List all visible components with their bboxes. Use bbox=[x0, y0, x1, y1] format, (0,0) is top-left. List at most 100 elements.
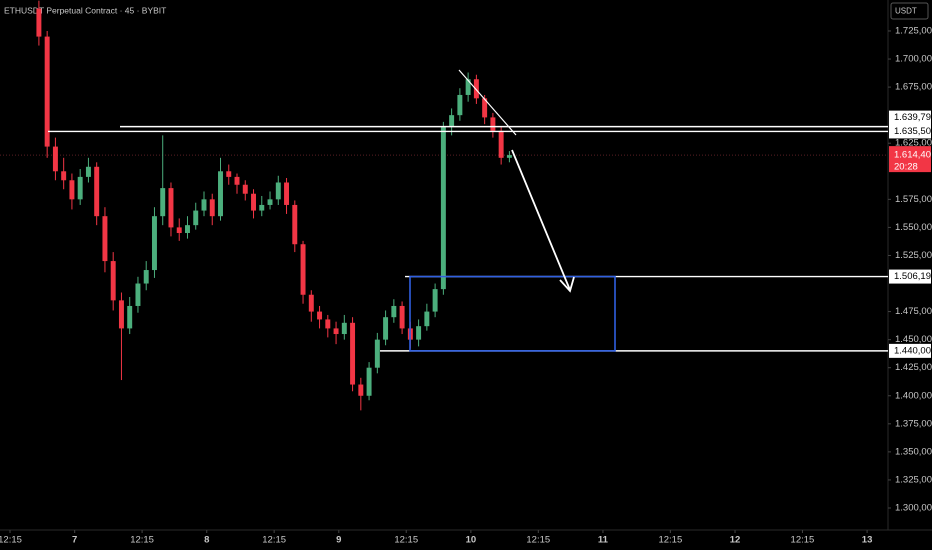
plot bbox=[0, 0, 888, 411]
candle-body bbox=[317, 311, 323, 320]
candle-body bbox=[416, 326, 422, 340]
candle-body bbox=[383, 317, 389, 340]
candle-body bbox=[449, 115, 455, 127]
chart-title: ETHUSDT Perpetual Contract · 45 · BYBIT bbox=[4, 5, 166, 15]
candle-body bbox=[94, 166, 100, 217]
y-tick-label: 1.725,00 bbox=[895, 25, 932, 36]
candle-body bbox=[36, 8, 42, 37]
y-tick-label: 1.400,00 bbox=[895, 390, 932, 401]
x-tick-label: 12:15 bbox=[130, 535, 154, 546]
y-tick-label: 1.675,00 bbox=[895, 82, 932, 93]
countdown: 20:28 bbox=[894, 162, 918, 173]
candle-body bbox=[77, 176, 83, 200]
x-tick-label: 12:15 bbox=[0, 535, 22, 546]
level-label: 1.440,00 bbox=[894, 345, 931, 356]
candle-body bbox=[176, 227, 182, 234]
candle-body bbox=[465, 79, 471, 95]
candle-body bbox=[424, 311, 430, 327]
last-price-label: 1.614,40 bbox=[894, 150, 931, 161]
candle-body bbox=[251, 193, 256, 211]
candle-body bbox=[135, 283, 141, 306]
x-tick-label: 13 bbox=[862, 535, 873, 546]
x-tick-label: 12:15 bbox=[658, 535, 682, 546]
candle-body bbox=[473, 79, 479, 99]
candle-body bbox=[259, 204, 265, 211]
candle-body bbox=[242, 184, 248, 194]
candle-body bbox=[350, 322, 356, 385]
candle-body bbox=[498, 130, 504, 158]
x-tick-label: 12:15 bbox=[791, 535, 815, 546]
y-tick-label: 1.700,00 bbox=[895, 54, 932, 65]
candle-body bbox=[391, 305, 397, 318]
x-tick-label: 9 bbox=[336, 535, 341, 546]
candle-body bbox=[284, 182, 290, 205]
candle-body bbox=[209, 199, 215, 217]
arrow bbox=[511, 149, 571, 291]
y-tick-label: 1.325,00 bbox=[895, 474, 932, 485]
level-label-box bbox=[889, 343, 931, 358]
candle-body bbox=[267, 199, 273, 205]
y-tick-label: 1.525,00 bbox=[895, 250, 932, 261]
x-tick-label: 10 bbox=[466, 535, 477, 546]
candle-body bbox=[143, 270, 149, 284]
last-price-box bbox=[889, 146, 931, 173]
y-tick-label: 1.550,00 bbox=[895, 222, 932, 233]
candle-body bbox=[399, 305, 405, 329]
candle-body bbox=[69, 180, 75, 200]
candle-body bbox=[300, 244, 306, 295]
y-tick-label: 1.375,00 bbox=[895, 418, 932, 429]
level-label: 1.639,79 bbox=[894, 112, 931, 123]
candle-body bbox=[333, 328, 339, 335]
candle-body bbox=[325, 319, 331, 329]
candle-body bbox=[193, 210, 199, 226]
x-tick-label: 12 bbox=[730, 535, 741, 546]
y-tick-label: 1.425,00 bbox=[895, 362, 932, 373]
candle-body bbox=[85, 166, 91, 177]
candle-body bbox=[506, 155, 512, 158]
level-label-box bbox=[889, 269, 931, 284]
candle-body bbox=[218, 171, 223, 217]
candle-body bbox=[127, 305, 133, 329]
candle-body bbox=[308, 294, 314, 312]
level-label-box bbox=[889, 124, 931, 139]
currency: USDT bbox=[895, 7, 917, 16]
y-tick-label: 1.625,00 bbox=[895, 138, 932, 149]
candle-body bbox=[366, 367, 372, 396]
candle-body bbox=[61, 171, 67, 181]
y-tick-label: 1.450,00 bbox=[895, 334, 932, 345]
candle-body bbox=[226, 171, 232, 177]
candle-body bbox=[432, 289, 438, 312]
candle-body bbox=[102, 216, 108, 262]
candle-body bbox=[374, 339, 380, 368]
candle-body bbox=[275, 182, 281, 200]
candle-body bbox=[292, 204, 298, 245]
level-label-box bbox=[889, 110, 931, 125]
candle-body bbox=[44, 36, 50, 147]
currency-box[interactable] bbox=[890, 2, 929, 20]
level-label: 1.506,19 bbox=[894, 271, 931, 282]
candle-body bbox=[168, 188, 174, 228]
price-axis: 1.300,00 1.325,00 1.350,00 1.375,00 1.400,00… bbox=[0, 25, 932, 545]
candle-body bbox=[490, 117, 496, 131]
candle-body bbox=[151, 216, 157, 271]
arrow-head bbox=[559, 276, 575, 293]
x-tick-label: 7 bbox=[72, 535, 77, 546]
candle-body bbox=[201, 199, 207, 211]
x-tick-label: 12:15 bbox=[394, 535, 418, 546]
candle-body bbox=[234, 176, 240, 185]
candle-body bbox=[457, 94, 463, 116]
candle-body bbox=[341, 322, 347, 335]
trend-line bbox=[458, 69, 517, 136]
x-tick-label: 12:15 bbox=[262, 535, 286, 546]
y-tick-label: 1.575,00 bbox=[895, 194, 932, 205]
x-tick-label: 12:15 bbox=[526, 535, 550, 546]
y-tick-label: 1.300,00 bbox=[895, 503, 932, 514]
candle-body bbox=[482, 98, 488, 118]
x-tick-label: 11 bbox=[598, 535, 609, 546]
candle-body bbox=[52, 146, 58, 172]
y-tick-label: 1.350,00 bbox=[895, 446, 932, 457]
candle-body bbox=[440, 126, 446, 290]
candle-body bbox=[160, 188, 166, 217]
x-tick-label: 8 bbox=[204, 535, 209, 546]
